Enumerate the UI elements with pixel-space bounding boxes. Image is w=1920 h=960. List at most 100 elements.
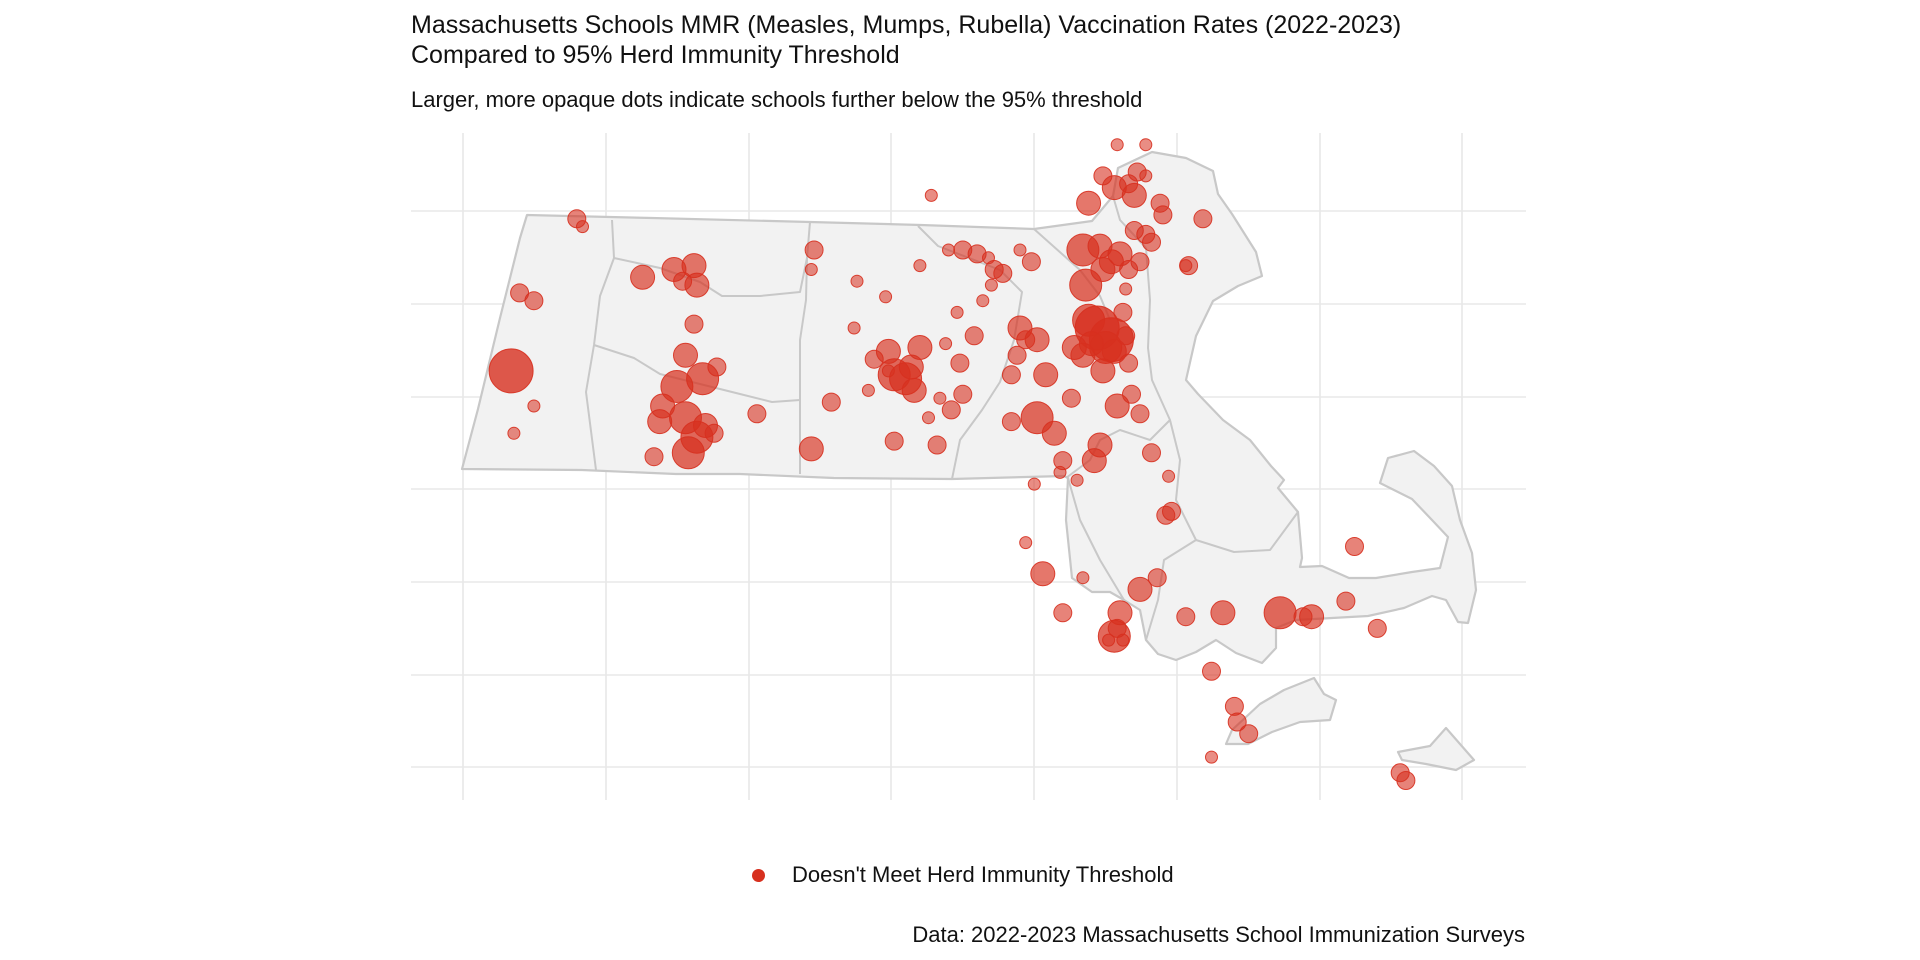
school-point bbox=[879, 290, 893, 304]
school-point bbox=[1367, 618, 1387, 638]
school-point bbox=[924, 188, 938, 202]
school-point bbox=[576, 220, 589, 234]
school-point bbox=[488, 348, 534, 394]
school-point bbox=[1041, 420, 1067, 446]
school-point bbox=[1001, 365, 1021, 385]
school-point bbox=[884, 431, 904, 451]
school-point bbox=[804, 263, 818, 276]
school-point bbox=[993, 263, 1013, 283]
school-point bbox=[1021, 252, 1041, 272]
school-point bbox=[1239, 724, 1259, 744]
school-point bbox=[704, 423, 724, 443]
chart-title: Massachusetts Schools MMR (Measles, Mump… bbox=[411, 11, 1402, 69]
school-point bbox=[1076, 190, 1102, 216]
school-point bbox=[1102, 633, 1116, 647]
school-point bbox=[1113, 302, 1133, 322]
school-point bbox=[922, 411, 935, 425]
school-point bbox=[1027, 477, 1041, 491]
school-point bbox=[1124, 221, 1144, 240]
school-point bbox=[1153, 205, 1173, 225]
school-point bbox=[644, 447, 664, 467]
school-point bbox=[1396, 771, 1416, 790]
school-point bbox=[850, 274, 864, 288]
school-point bbox=[1001, 412, 1021, 432]
school-point bbox=[1104, 393, 1130, 419]
school-point bbox=[1030, 561, 1056, 587]
school-point bbox=[1263, 596, 1297, 630]
school-point bbox=[1299, 604, 1325, 630]
school-point bbox=[1345, 537, 1364, 556]
school-point bbox=[747, 404, 767, 424]
school-point bbox=[913, 259, 927, 273]
school-point bbox=[1147, 568, 1167, 588]
school-point bbox=[821, 392, 841, 412]
school-point bbox=[1053, 603, 1073, 623]
school-point bbox=[1007, 345, 1027, 365]
school-point bbox=[1061, 388, 1081, 408]
school-point bbox=[1081, 448, 1107, 474]
school-point bbox=[1176, 607, 1196, 627]
school-point bbox=[647, 409, 673, 435]
school-point bbox=[1119, 282, 1133, 296]
school-point bbox=[953, 240, 973, 260]
mainland-outline bbox=[460, 150, 1478, 665]
school-point bbox=[1090, 257, 1116, 282]
school-point bbox=[964, 326, 984, 346]
nantucket-outline bbox=[1396, 726, 1476, 772]
school-point bbox=[1139, 138, 1153, 152]
school-point bbox=[1076, 571, 1090, 585]
school-point bbox=[1142, 443, 1161, 463]
legend-point-icon bbox=[752, 868, 765, 882]
legend: Doesn't Meet Herd Immunity Threshold bbox=[752, 860, 1174, 890]
school-point bbox=[939, 337, 953, 351]
school-point bbox=[1110, 138, 1124, 152]
school-point bbox=[927, 435, 947, 455]
school-point bbox=[1227, 712, 1247, 732]
school-point bbox=[907, 335, 933, 360]
data-source-caption: Data: 2022-2023 Massachusetts School Imm… bbox=[912, 922, 1525, 947]
school-point bbox=[984, 278, 998, 292]
school-point bbox=[707, 357, 727, 377]
legend-label: Doesn't Meet Herd Immunity Threshold bbox=[792, 862, 1174, 887]
school-point bbox=[524, 291, 544, 311]
school-point bbox=[673, 271, 693, 291]
school-point bbox=[1336, 591, 1356, 611]
school-point bbox=[1053, 465, 1067, 479]
school-point bbox=[671, 436, 705, 470]
school-point bbox=[1019, 536, 1033, 550]
school-point bbox=[1162, 501, 1181, 521]
school-point bbox=[950, 305, 964, 319]
school-point bbox=[941, 400, 961, 420]
school-point bbox=[527, 399, 541, 413]
school-point bbox=[684, 314, 704, 334]
school-point bbox=[804, 240, 824, 260]
school-point bbox=[1130, 404, 1150, 424]
school-point bbox=[1121, 182, 1147, 208]
school-point bbox=[1139, 169, 1153, 183]
school-point bbox=[1193, 209, 1213, 229]
school-point bbox=[1205, 750, 1218, 764]
school-point bbox=[673, 342, 698, 368]
school-point bbox=[942, 243, 955, 257]
school-point bbox=[861, 383, 875, 397]
chart-subtitle: Larger, more opaque dots indicate school… bbox=[411, 87, 1143, 112]
school-point bbox=[953, 384, 973, 404]
school-point bbox=[798, 436, 824, 462]
school-point bbox=[1127, 576, 1153, 602]
school-point bbox=[901, 377, 927, 403]
school-point bbox=[1013, 243, 1027, 257]
school-point bbox=[630, 264, 656, 290]
school-point bbox=[1179, 259, 1193, 273]
school-point bbox=[1024, 327, 1050, 353]
school-point bbox=[1090, 358, 1116, 384]
school-point bbox=[1224, 696, 1244, 716]
school-point bbox=[847, 321, 861, 335]
school-point bbox=[1210, 600, 1236, 626]
school-point bbox=[1116, 633, 1130, 647]
school-point bbox=[1202, 661, 1221, 681]
school-point bbox=[976, 294, 990, 308]
school-point bbox=[950, 353, 970, 373]
school-point bbox=[1162, 469, 1176, 483]
school-point bbox=[1130, 252, 1150, 272]
